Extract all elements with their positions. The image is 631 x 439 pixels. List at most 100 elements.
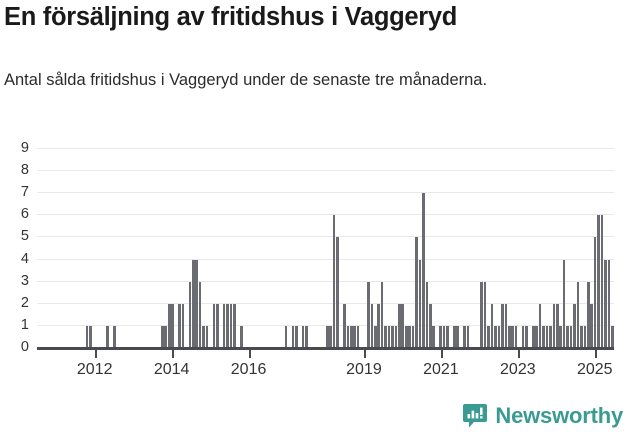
page-subtitle: Antal sålda fritidshus i Vaggeryd under … xyxy=(4,71,488,89)
gridline xyxy=(37,170,614,172)
bar xyxy=(329,325,332,348)
bar xyxy=(161,325,164,348)
bar xyxy=(112,325,116,348)
bar xyxy=(198,281,202,348)
bar xyxy=(497,325,501,348)
bar xyxy=(559,325,563,348)
gridline xyxy=(37,324,614,326)
bar xyxy=(504,303,508,348)
y-axis-tick-label: 4 xyxy=(20,250,29,267)
bar xyxy=(349,325,353,348)
y-axis-tick-label: 0 xyxy=(20,339,29,355)
bar xyxy=(332,215,336,348)
bar xyxy=(463,325,466,348)
bar xyxy=(562,259,566,348)
gridline xyxy=(37,192,614,194)
bar xyxy=(597,215,600,348)
bar xyxy=(422,193,425,348)
bar xyxy=(343,303,346,348)
bar xyxy=(404,325,408,348)
bar xyxy=(387,325,391,348)
bar xyxy=(212,303,216,348)
bar xyxy=(466,325,470,348)
bar xyxy=(487,325,490,348)
bar xyxy=(593,237,597,348)
bar xyxy=(446,325,449,348)
x-axis-tick xyxy=(440,350,443,358)
x-axis-tick xyxy=(517,350,520,358)
bar xyxy=(167,303,171,348)
y-axis-tick-label: 6 xyxy=(20,206,29,223)
x-axis-tick-label: 2014 xyxy=(153,361,190,378)
bar xyxy=(384,325,387,348)
bar xyxy=(490,303,494,348)
bar xyxy=(188,281,192,348)
x-axis-tick-label: 2012 xyxy=(76,361,113,378)
bar xyxy=(408,325,411,348)
bar xyxy=(356,325,360,348)
bar xyxy=(442,325,446,348)
bar xyxy=(556,303,559,348)
bar xyxy=(415,237,418,348)
bar xyxy=(428,303,432,348)
gridline xyxy=(37,302,614,304)
bar xyxy=(552,303,556,348)
bar xyxy=(229,303,233,348)
bar xyxy=(291,325,295,348)
bar xyxy=(171,303,174,348)
bar xyxy=(514,325,518,348)
y-axis-tick-label: 5 xyxy=(20,228,29,245)
bar xyxy=(88,325,92,348)
bar xyxy=(583,325,587,348)
bar-series xyxy=(37,148,614,348)
bar xyxy=(233,303,236,348)
bar xyxy=(106,325,109,348)
bar xyxy=(374,325,377,348)
x-axis-tick xyxy=(94,350,97,358)
bar xyxy=(525,325,528,348)
bar xyxy=(607,259,611,348)
gridline xyxy=(37,280,614,282)
bar xyxy=(480,281,484,348)
bar xyxy=(549,325,552,348)
bar xyxy=(425,281,429,348)
bar xyxy=(226,303,229,348)
bar xyxy=(346,325,350,348)
bar xyxy=(240,325,243,348)
y-axis-tick-label: 7 xyxy=(20,184,29,201)
bar xyxy=(590,303,593,348)
newsworthy-logo[interactable]: Newsworthy xyxy=(462,403,623,429)
bar xyxy=(569,325,573,348)
bar xyxy=(380,281,384,348)
x-axis-tick-label: 2025 xyxy=(576,361,613,378)
bar xyxy=(370,303,374,348)
bar xyxy=(452,325,456,348)
y-axis-tick-label: 2 xyxy=(20,294,29,311)
bar xyxy=(600,215,604,348)
bar xyxy=(432,325,435,348)
bar xyxy=(216,303,219,348)
bar xyxy=(576,281,580,348)
bar xyxy=(507,325,511,348)
bar xyxy=(580,325,583,348)
x-axis-tick-label: 2019 xyxy=(346,361,382,378)
bar xyxy=(164,325,168,348)
x-axis-tick-label: 2021 xyxy=(423,361,459,378)
bar xyxy=(535,325,539,348)
x-axis-tick xyxy=(594,350,597,358)
bar xyxy=(573,303,576,348)
bar xyxy=(391,325,394,348)
y-axis-tick-label: 1 xyxy=(20,316,29,333)
bar xyxy=(377,303,381,348)
bar xyxy=(301,325,305,348)
x-axis-tick-label: 2016 xyxy=(230,361,267,378)
bar xyxy=(521,325,525,348)
bar xyxy=(325,325,329,348)
bar xyxy=(353,325,356,348)
bar xyxy=(222,303,226,348)
bar xyxy=(401,303,405,348)
y-axis-tick-label: 3 xyxy=(20,272,29,289)
bar xyxy=(456,325,460,348)
